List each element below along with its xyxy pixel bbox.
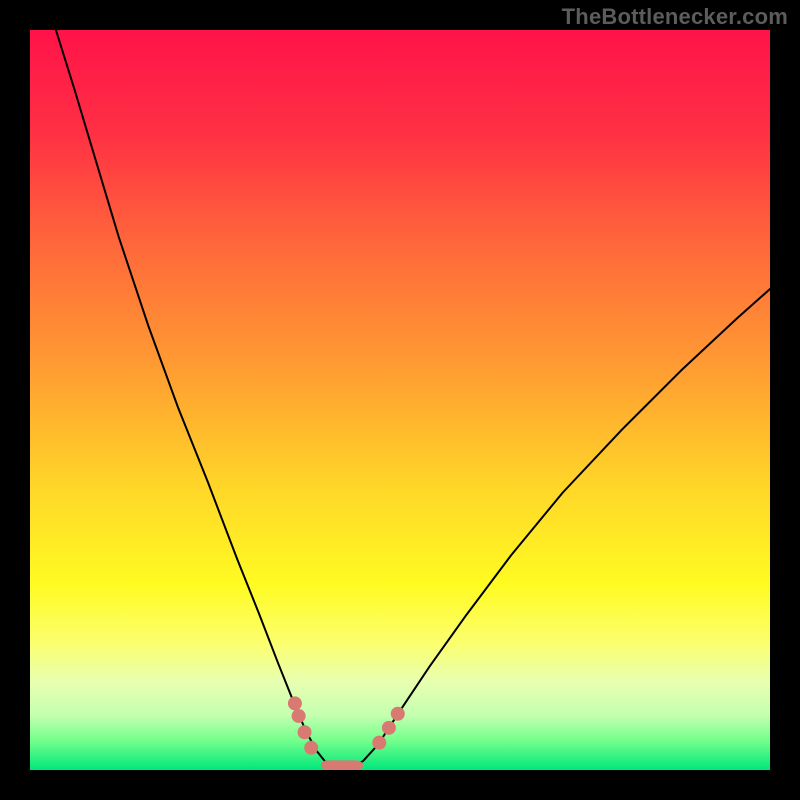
marker-dot — [292, 709, 306, 723]
chart-stage: TheBottlenecker.com — [0, 0, 800, 800]
marker-dot — [304, 741, 318, 755]
valley-band — [321, 760, 363, 770]
marker-dot — [382, 721, 396, 735]
watermark-text: TheBottlenecker.com — [562, 4, 788, 30]
marker-dot — [288, 696, 302, 710]
marker-dot — [372, 736, 386, 750]
marker-dot — [391, 707, 405, 721]
plot-background — [30, 30, 770, 770]
chart-svg — [0, 0, 800, 800]
marker-dot — [298, 725, 312, 739]
